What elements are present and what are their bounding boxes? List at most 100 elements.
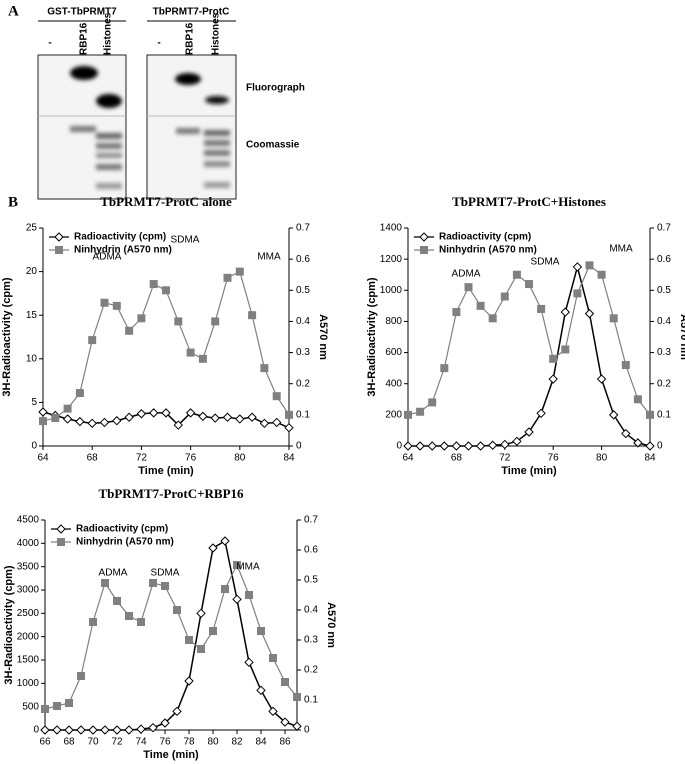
gel-image (146, 54, 237, 200)
data-point (113, 597, 121, 605)
data-point (609, 314, 618, 323)
data-point (173, 606, 181, 614)
legend-marker (419, 232, 429, 242)
x-tick-label: 68 (451, 453, 463, 464)
data-point (88, 336, 97, 345)
data-point (248, 311, 257, 320)
data-point (596, 374, 607, 384)
y2-tick-label: 0.6 (296, 254, 310, 265)
data-point (125, 326, 134, 335)
y2-tick-label: 0.1 (296, 409, 310, 420)
y-tick-label: 3500 (17, 561, 40, 572)
data-point (184, 676, 194, 686)
x-tick-label: 64 (402, 453, 414, 464)
data-point (208, 543, 218, 553)
data-point (475, 441, 486, 451)
panel-label: A (8, 3, 19, 19)
x-tick-label: 64 (37, 453, 49, 464)
legend-label: Ninhydrin (A570 nm) (439, 245, 537, 256)
data-point (77, 672, 85, 680)
y2-tick-label: 0.6 (657, 254, 671, 265)
gel-row-label: Fluorograph (246, 83, 305, 94)
x-tick-label: 86 (279, 737, 291, 748)
data-point (136, 724, 146, 734)
data-point (196, 608, 206, 619)
data-point (112, 301, 121, 310)
data-point (271, 417, 282, 428)
data-point (112, 416, 122, 426)
y2-tick-label: 0.4 (304, 605, 318, 616)
legend-label: Ninhydrin (A570 nm) (76, 537, 174, 548)
data-point (174, 317, 183, 326)
lane-label: Histones (211, 12, 222, 55)
x-tick-label: 80 (234, 453, 246, 464)
data-point (500, 439, 510, 450)
data-point (404, 410, 412, 419)
y-tick-label: 1500 (17, 655, 40, 666)
lane-label: Histones (103, 12, 114, 55)
data-point (233, 561, 241, 569)
data-point (281, 678, 289, 686)
y2-tick-label: 0.5 (296, 285, 310, 296)
y2-tick-label: 0.6 (304, 545, 318, 556)
data-point (268, 706, 278, 717)
data-point (259, 418, 270, 429)
y-tick-label: 1400 (380, 223, 403, 234)
data-point (524, 427, 534, 437)
annotation: ADMA (93, 252, 122, 263)
y-tick-label: 2500 (17, 608, 40, 619)
y-tick-label: 0 (33, 725, 39, 736)
y2-tick-label: 0.3 (304, 635, 318, 646)
x-tick-label: 72 (499, 453, 511, 464)
x-tick-label: 84 (644, 453, 656, 464)
y2-tick-label: 0.5 (304, 575, 318, 586)
legend-marker (56, 524, 66, 534)
y2-tick-label: 0 (304, 725, 310, 736)
data-point (148, 408, 159, 418)
x-tick-label: 84 (255, 737, 267, 748)
y-tick-label: 4500 (17, 515, 40, 526)
data-point (186, 348, 195, 357)
data-point (51, 413, 60, 422)
data-point (416, 407, 425, 416)
data-point (487, 440, 498, 450)
data-point (512, 436, 522, 447)
x-tick-label: 76 (548, 453, 560, 464)
y2-tick-label: 0.2 (657, 378, 671, 389)
data-point (451, 441, 462, 451)
data-point (99, 417, 110, 428)
y2-tick-label: 0.7 (296, 223, 310, 234)
y-tick-label: 5 (31, 397, 37, 408)
y-tick-label: 20 (26, 266, 38, 277)
data-point (244, 657, 254, 668)
annotation: ADMA (452, 269, 481, 280)
x-tick-label: 78 (183, 737, 195, 748)
data-point (185, 636, 193, 644)
data-point (621, 361, 630, 370)
data-point (198, 354, 207, 363)
y2-tick-label: 0.4 (296, 316, 310, 327)
data-point (124, 412, 134, 422)
annotation: SDMA (531, 257, 560, 268)
data-point (463, 441, 474, 451)
data-point (53, 702, 61, 710)
x-axis-label: Time (min) (138, 465, 194, 477)
chart-title: TbPRMT7-ProtC alone (100, 194, 232, 209)
legend-label: Radioactivity (cpm) (76, 524, 168, 535)
y2-tick-label: 0.2 (304, 665, 318, 676)
y2-tick-label: 0.5 (657, 285, 671, 296)
data-point (280, 717, 290, 727)
y-tick-label: 0 (31, 441, 37, 452)
data-point (211, 317, 220, 326)
data-point (403, 441, 413, 451)
data-point (235, 414, 245, 424)
data-point (124, 725, 134, 735)
data-point (256, 685, 266, 696)
data-point (476, 301, 485, 310)
y-tick-label: 1000 (17, 678, 40, 689)
data-point (284, 422, 294, 433)
y-tick-label: 15 (26, 310, 38, 321)
data-point (549, 354, 558, 363)
y2-axis-label: A570 nm (325, 602, 337, 648)
